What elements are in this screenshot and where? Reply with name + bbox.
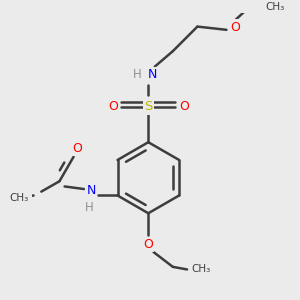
Text: S: S — [144, 100, 152, 113]
Text: H: H — [133, 68, 142, 81]
Text: CH₃: CH₃ — [9, 193, 28, 203]
Text: CH₃: CH₃ — [191, 264, 210, 274]
Text: O: O — [179, 100, 189, 113]
Text: CH₃: CH₃ — [265, 2, 284, 12]
Text: O: O — [230, 21, 240, 34]
Text: O: O — [108, 100, 118, 113]
Text: N: N — [86, 184, 96, 197]
Text: H: H — [85, 201, 94, 214]
Text: N: N — [148, 68, 158, 81]
Text: O: O — [72, 142, 82, 155]
Text: O: O — [143, 238, 153, 251]
